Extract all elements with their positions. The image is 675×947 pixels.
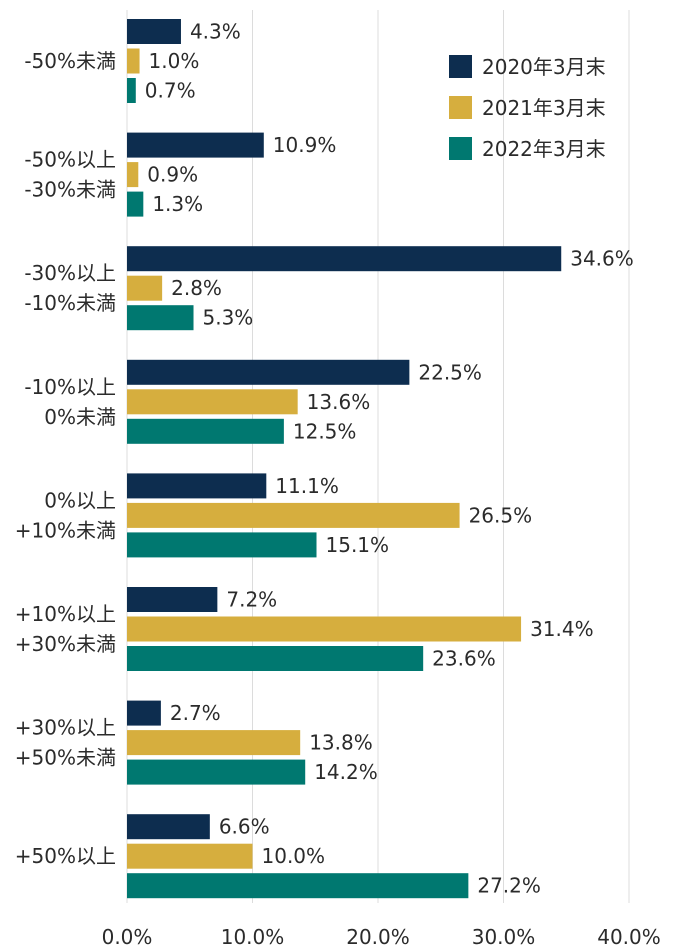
category-label: 0%以上 xyxy=(44,488,116,512)
data-label: 13.8% xyxy=(309,731,373,755)
category-labels: -50%未満 -50%以上 -30%未満 -30%以上 -10%未満 -10%以上 0%未満… xyxy=(15,49,116,868)
legend-swatch xyxy=(449,55,472,78)
legend-entry: 2021年3月末 xyxy=(482,96,606,120)
bar xyxy=(127,700,161,726)
data-label: 13.6% xyxy=(307,390,371,414)
data-label: 10.0% xyxy=(262,844,326,868)
value-labels: 4.3% 1.0% 0.7% 10.9% 0.9% 1.3% 34.6% 2.8% 5.3% 22… xyxy=(145,20,634,898)
bar xyxy=(127,246,562,272)
bar xyxy=(127,814,210,840)
category-label: 0%未満 xyxy=(44,405,116,429)
x-tick-label: 10.0% xyxy=(221,925,285,947)
data-label: 2.7% xyxy=(170,701,221,725)
bar xyxy=(127,532,317,558)
bar xyxy=(127,19,181,44)
data-label: 2.8% xyxy=(171,276,222,300)
data-label: 23.6% xyxy=(432,647,496,671)
legend-entry: 2022年3月末 xyxy=(482,137,606,161)
bar xyxy=(127,191,144,217)
data-label: 1.3% xyxy=(152,192,203,216)
data-label: 12.5% xyxy=(293,419,357,443)
data-label: 11.1% xyxy=(275,474,339,498)
data-label: 6.6% xyxy=(219,815,270,839)
category-label: -30%未満 xyxy=(24,178,116,202)
bar xyxy=(127,843,253,869)
bar xyxy=(127,473,267,499)
bar xyxy=(127,359,410,385)
x-tick-label: 0.0% xyxy=(102,925,153,947)
data-label: 7.2% xyxy=(226,588,277,612)
category-label: +10%以上 xyxy=(15,602,116,626)
bar xyxy=(127,389,298,415)
legend-swatch xyxy=(449,137,472,160)
x-tick-label: 20.0% xyxy=(346,925,410,947)
bar xyxy=(127,646,424,671)
bar xyxy=(127,48,140,74)
bar xyxy=(127,275,163,301)
legend-swatch xyxy=(449,96,472,119)
data-label: 15.1% xyxy=(326,533,390,557)
x-tick-label: 40.0% xyxy=(597,925,661,947)
category-label: -10%未満 xyxy=(24,291,116,315)
category-label: -50%未満 xyxy=(24,49,116,73)
category-label: -30%以上 xyxy=(24,261,116,285)
data-label: 26.5% xyxy=(469,503,533,527)
category-label: -10%以上 xyxy=(24,375,116,399)
data-label: 22.5% xyxy=(418,360,482,384)
data-label: 4.3% xyxy=(190,20,241,44)
data-label: 5.3% xyxy=(203,306,254,330)
data-label: 1.0% xyxy=(149,49,200,73)
bar xyxy=(127,616,522,642)
data-label: 31.4% xyxy=(530,617,594,641)
legend-entry: 2020年3月末 xyxy=(482,55,606,79)
bar xyxy=(127,587,218,612)
bar xyxy=(127,730,301,756)
category-label: +30%未満 xyxy=(15,632,116,656)
bar xyxy=(127,162,139,188)
bar xyxy=(127,418,284,444)
bar xyxy=(127,759,306,785)
bar xyxy=(127,132,264,158)
data-label: 34.6% xyxy=(570,247,634,271)
data-label: 14.2% xyxy=(314,760,378,784)
bars xyxy=(127,19,562,899)
category-label: +50%未満 xyxy=(15,746,116,770)
category-label: +10%未満 xyxy=(15,518,116,542)
bar xyxy=(127,502,460,528)
legend: 2020年3月末 2021年3月末 2022年3月末 xyxy=(449,55,606,161)
category-label: -50%以上 xyxy=(24,148,116,172)
category-label: +50%以上 xyxy=(15,844,116,868)
bar xyxy=(127,305,194,331)
data-label: 0.7% xyxy=(145,79,196,103)
data-label: 27.2% xyxy=(477,874,541,898)
x-tick-label: 30.0% xyxy=(472,925,536,947)
x-axis-ticks: 0.0% 10.0% 20.0% 30.0% 40.0% xyxy=(102,925,661,947)
data-label: 10.9% xyxy=(273,133,337,157)
category-label: +30%以上 xyxy=(15,716,116,740)
bar xyxy=(127,78,136,103)
bar xyxy=(127,873,469,899)
data-label: 0.9% xyxy=(147,163,198,187)
